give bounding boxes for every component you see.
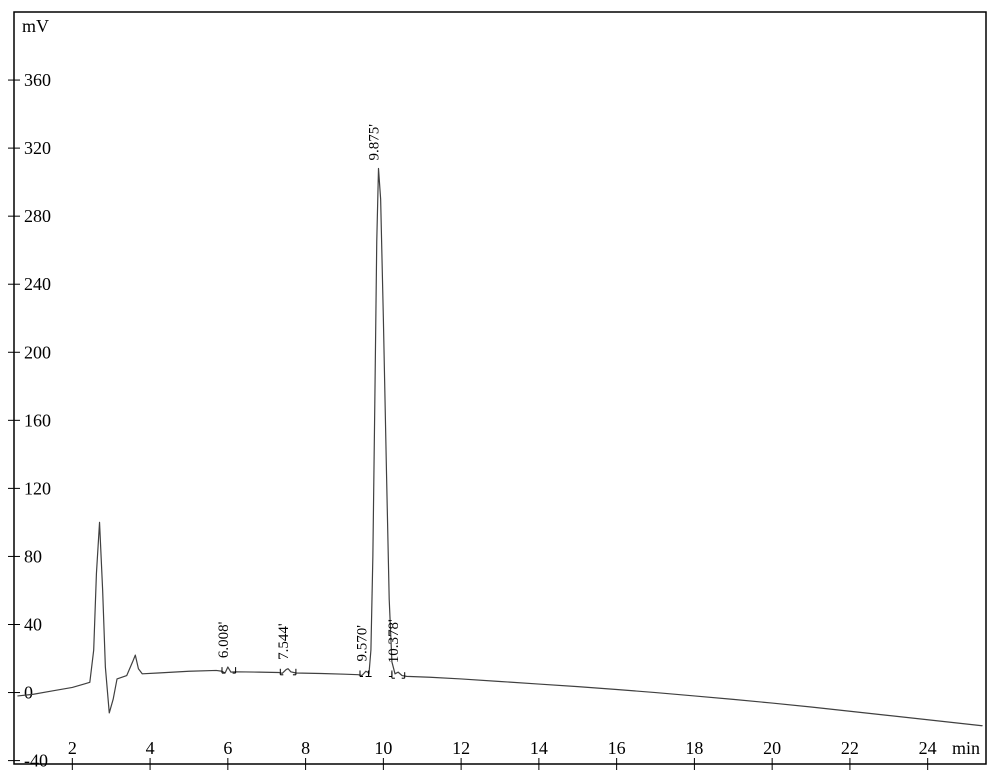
x-tick-label: 8 (301, 738, 310, 758)
y-tick-label: -40 (24, 751, 48, 771)
chart-svg: -4004080120160200240280320360mV246810121… (0, 0, 1000, 776)
x-tick-label: 12 (452, 738, 470, 758)
y-tick-label: 200 (24, 342, 51, 362)
peak-label: 9.570' (355, 625, 371, 662)
x-tick-label: 16 (608, 738, 626, 758)
chromatogram-chart: -4004080120160200240280320360mV246810121… (0, 0, 1000, 776)
y-tick-label: 240 (24, 274, 51, 294)
peak-label: 9.875' (367, 124, 383, 161)
peak-label: 10.378' (386, 619, 402, 663)
y-tick-label: 120 (24, 478, 51, 498)
y-tick-label: 280 (24, 206, 51, 226)
x-tick-label: 24 (919, 738, 937, 758)
y-tick-label: 360 (24, 70, 51, 90)
y-tick-label: 80 (24, 546, 42, 566)
x-tick-label: 10 (374, 738, 392, 758)
x-tick-label: 2 (68, 738, 77, 758)
x-tick-label: 22 (841, 738, 859, 758)
x-tick-label: 14 (530, 738, 548, 758)
y-tick-label: 160 (24, 410, 51, 430)
x-tick-label: 4 (146, 738, 155, 758)
x-tick-label: 20 (763, 738, 781, 758)
x-axis-unit: min (952, 738, 980, 758)
peak-label: 6.008' (216, 621, 232, 658)
y-tick-label: 40 (24, 614, 42, 634)
y-tick-label: 0 (24, 683, 33, 703)
x-tick-label: 18 (685, 738, 703, 758)
peak-label: 7.544' (276, 623, 292, 660)
x-tick-label: 6 (223, 738, 232, 758)
y-axis-unit: mV (22, 16, 49, 36)
y-tick-label: 320 (24, 138, 51, 158)
